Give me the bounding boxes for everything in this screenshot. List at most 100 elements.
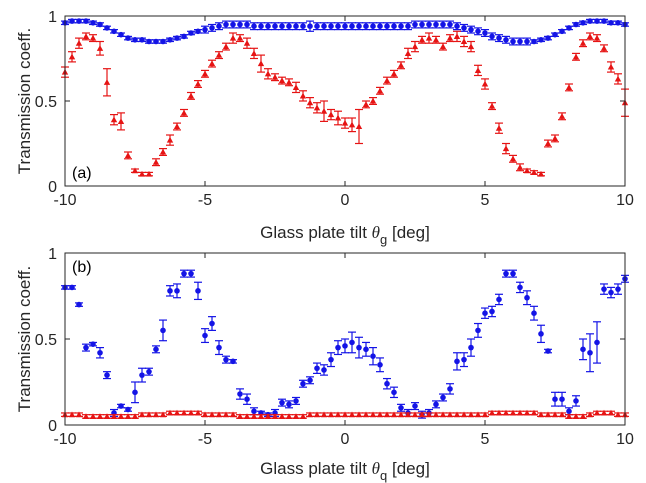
data-point	[509, 155, 517, 162]
data-point	[397, 411, 405, 418]
data-point	[397, 62, 405, 68]
data-point	[489, 308, 495, 315]
data-point	[145, 411, 153, 418]
data-point	[320, 411, 328, 418]
data-point	[103, 413, 111, 419]
data-point	[237, 391, 243, 397]
data-point	[271, 74, 279, 80]
data-point	[300, 380, 306, 387]
data-point	[440, 21, 446, 28]
data-point	[279, 399, 285, 406]
panel-b-xlabel-unit: [deg]	[387, 459, 430, 478]
panel-b-xlabel: Glass plate tilt θq [deg]	[260, 459, 430, 483]
data-point	[223, 21, 229, 28]
data-point	[530, 169, 538, 175]
panel-b-ytick-label: 0	[48, 418, 57, 435]
panel-a-xlabel-theta: θ	[372, 223, 380, 242]
data-point	[608, 20, 614, 26]
data-point	[118, 31, 124, 38]
data-point	[573, 398, 579, 404]
data-point	[544, 140, 552, 147]
data-point	[614, 75, 622, 82]
data-point	[524, 294, 530, 301]
panel-b-xlabel-theta: θ	[372, 459, 380, 478]
data-point	[481, 411, 489, 418]
panel-b-xlabel-main: Glass plate tilt	[260, 459, 372, 478]
data-point	[384, 23, 390, 30]
data-point	[124, 413, 132, 419]
data-point	[537, 170, 545, 177]
data-point	[321, 367, 327, 373]
data-point	[600, 45, 608, 51]
data-point	[90, 20, 96, 26]
data-point	[174, 288, 180, 294]
data-point	[558, 113, 566, 119]
data-point	[167, 288, 173, 294]
data-point	[83, 18, 89, 24]
data-point	[516, 164, 524, 170]
data-point	[236, 413, 244, 419]
data-point	[264, 413, 272, 419]
data-point	[90, 341, 96, 347]
data-point	[391, 389, 397, 396]
data-point	[152, 159, 160, 165]
data-point	[377, 23, 383, 30]
data-point	[419, 21, 425, 28]
panel-a-series-blue	[61, 18, 629, 46]
data-point	[453, 411, 461, 418]
data-point	[348, 121, 356, 128]
panel-b-xtick-label: -10	[53, 431, 76, 448]
data-point	[559, 28, 565, 35]
data-point	[495, 409, 503, 416]
data-point	[502, 409, 510, 416]
data-point	[559, 396, 565, 403]
data-point	[601, 18, 607, 24]
data-point	[488, 102, 496, 109]
data-point	[482, 30, 488, 36]
data-point	[299, 92, 307, 99]
data-point	[321, 23, 327, 30]
chart-panel-a: -10 -5 0 5 10 0 0.5 1 (a) Transmission coeff. G…	[15, 9, 634, 247]
data-point	[306, 411, 314, 418]
data-point	[201, 70, 209, 77]
data-point	[454, 358, 460, 365]
panel-b-xlabel-sub: q	[380, 468, 387, 483]
data-point	[363, 346, 369, 353]
data-point	[131, 413, 139, 419]
data-point	[481, 80, 489, 87]
data-point	[300, 23, 306, 30]
data-point	[594, 18, 600, 24]
data-point	[377, 362, 383, 368]
data-point	[461, 356, 467, 363]
data-point	[335, 23, 341, 30]
data-point	[404, 411, 412, 418]
data-point	[328, 23, 334, 30]
data-point	[579, 40, 587, 46]
data-point	[398, 23, 404, 30]
data-point	[362, 411, 370, 418]
data-point	[418, 36, 426, 43]
data-point	[593, 409, 601, 416]
data-point	[188, 270, 194, 277]
data-point	[327, 111, 335, 118]
data-point	[160, 38, 166, 45]
data-point	[537, 411, 545, 418]
data-point	[110, 116, 118, 123]
data-point	[349, 23, 355, 30]
data-point	[159, 411, 167, 418]
data-point	[594, 339, 600, 346]
data-point	[216, 23, 222, 30]
data-point	[433, 21, 439, 28]
data-point	[243, 413, 251, 419]
data-point	[468, 344, 474, 351]
data-point	[580, 346, 586, 353]
panel-a-ytick-label: 1	[48, 9, 57, 26]
data-point	[202, 26, 208, 33]
data-point	[467, 43, 475, 50]
data-point	[286, 401, 292, 408]
data-point	[579, 413, 587, 419]
panel-a-xlabel-unit: [deg]	[387, 223, 430, 242]
data-point	[510, 38, 516, 45]
data-point	[614, 411, 622, 418]
data-point	[489, 33, 495, 40]
